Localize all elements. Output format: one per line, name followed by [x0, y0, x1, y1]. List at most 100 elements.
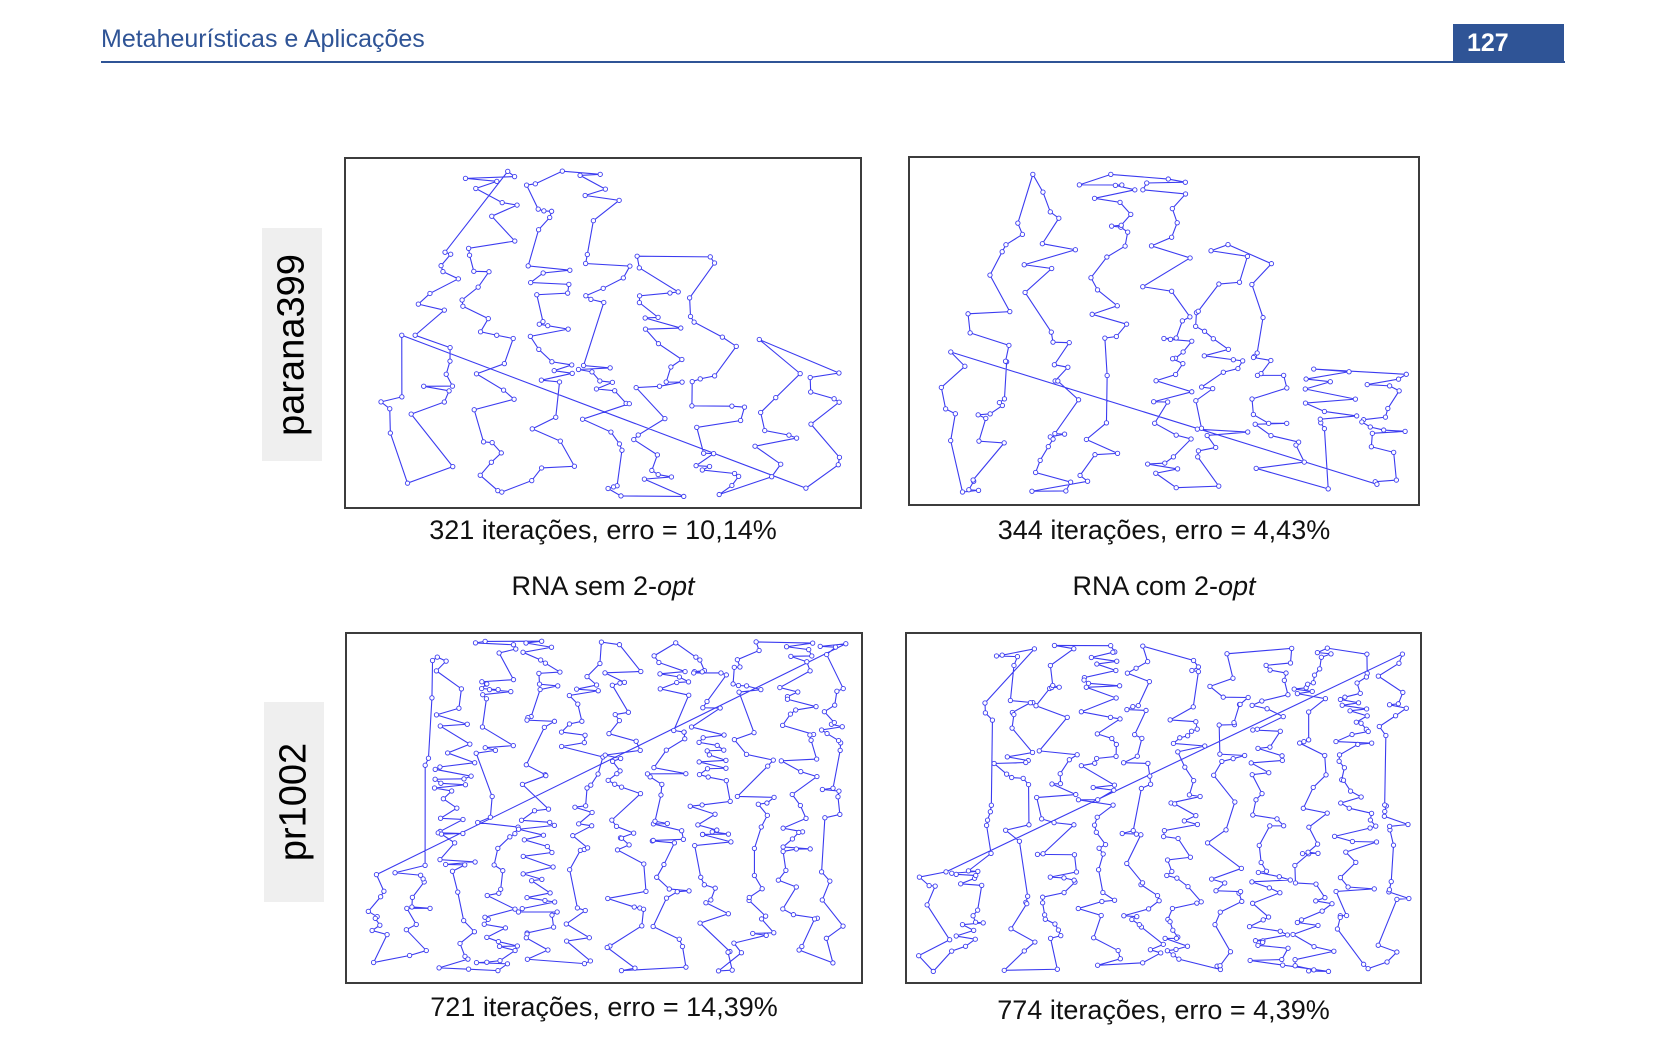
city-node: [836, 788, 842, 794]
city-node: [926, 882, 932, 889]
city-node: [1386, 702, 1393, 708]
city-node: [1001, 440, 1007, 446]
city-node: [1128, 211, 1134, 217]
city-node: [1264, 706, 1270, 712]
city-node: [636, 300, 643, 306]
city-node: [617, 768, 623, 774]
city-node: [1104, 372, 1110, 379]
city-node: [982, 700, 988, 706]
city-node: [1210, 386, 1216, 392]
city-node: [1322, 752, 1328, 759]
column-title-italic: opt: [1218, 571, 1256, 601]
city-node: [523, 935, 529, 941]
city-node: [641, 476, 648, 482]
city-node: [427, 290, 433, 297]
city-node: [542, 897, 548, 904]
city-node: [583, 260, 589, 267]
city-node: [524, 894, 530, 901]
city-node: [438, 780, 444, 786]
city-node: [496, 943, 503, 950]
panel-caption: 721 iterações, erro = 14,39%: [430, 992, 778, 1022]
city-node: [438, 831, 445, 837]
city-node: [716, 491, 722, 498]
city-node: [1115, 947, 1121, 954]
city-node: [943, 869, 949, 875]
city-node: [949, 948, 955, 954]
city-node: [1355, 741, 1361, 748]
city-node: [1317, 666, 1323, 672]
city-node: [759, 886, 765, 892]
city-node: [1040, 851, 1046, 857]
city-node: [685, 679, 692, 685]
city-node: [970, 477, 976, 483]
city-node: [514, 943, 521, 949]
city-node: [457, 940, 463, 947]
city-node: [982, 710, 989, 716]
row-label-text: pr1002: [272, 742, 315, 862]
city-node: [512, 238, 518, 244]
city-node: [793, 884, 799, 890]
city-node: [1383, 732, 1389, 739]
city-node: [510, 742, 516, 749]
city-node: [412, 332, 418, 338]
city-node: [1025, 781, 1032, 788]
city-node: [579, 416, 586, 422]
city-node: [569, 370, 575, 376]
city-node: [1164, 948, 1170, 954]
city-node: [1169, 234, 1175, 240]
city-node: [1237, 701, 1243, 708]
city-node: [1313, 898, 1319, 904]
city-node: [832, 702, 838, 708]
city-node: [736, 689, 742, 695]
city-node: [663, 895, 670, 901]
city-node: [536, 681, 543, 687]
city-node: [1047, 935, 1054, 942]
city-node: [1373, 839, 1380, 845]
city-node: [1310, 784, 1316, 791]
city-node: [1090, 784, 1096, 791]
tour-plot-parana399-no-2opt: [344, 157, 862, 509]
city-node: [778, 461, 784, 467]
city-node: [789, 791, 795, 798]
city-node: [1306, 709, 1312, 715]
city-node: [793, 435, 800, 441]
city-node: [1201, 328, 1208, 334]
city-node: [682, 736, 688, 742]
city-node: [487, 814, 494, 820]
city-node: [837, 811, 843, 818]
city-node: [399, 394, 405, 400]
city-node: [520, 853, 526, 859]
city-node: [1036, 748, 1042, 754]
city-node: [1052, 430, 1058, 437]
city-node: [778, 758, 784, 764]
city-node: [404, 480, 411, 486]
city-node: [972, 936, 978, 942]
city-node: [947, 937, 953, 943]
city-node: [433, 668, 440, 674]
city-node: [1003, 242, 1009, 248]
city-node: [916, 953, 922, 959]
city-node: [1041, 912, 1048, 918]
city-node: [989, 717, 996, 723]
city-node: [1107, 714, 1114, 720]
city-node: [614, 771, 620, 777]
city-node: [755, 801, 761, 807]
city-node: [1167, 336, 1174, 343]
city-node: [631, 436, 637, 443]
city-node: [1175, 835, 1181, 842]
city-node: [699, 467, 705, 473]
city-node: [1021, 948, 1027, 954]
city-node: [616, 197, 622, 203]
city-node: [1144, 180, 1150, 186]
city-node: [462, 782, 469, 788]
city-node: [975, 412, 981, 418]
city-node: [607, 365, 613, 371]
city-node: [1376, 723, 1382, 730]
city-node: [1204, 432, 1210, 439]
city-node: [1306, 824, 1312, 830]
city-node: [715, 968, 722, 974]
city-node: [537, 686, 543, 693]
city-node: [1073, 869, 1080, 875]
city-node: [494, 332, 500, 338]
city-node: [763, 913, 769, 919]
